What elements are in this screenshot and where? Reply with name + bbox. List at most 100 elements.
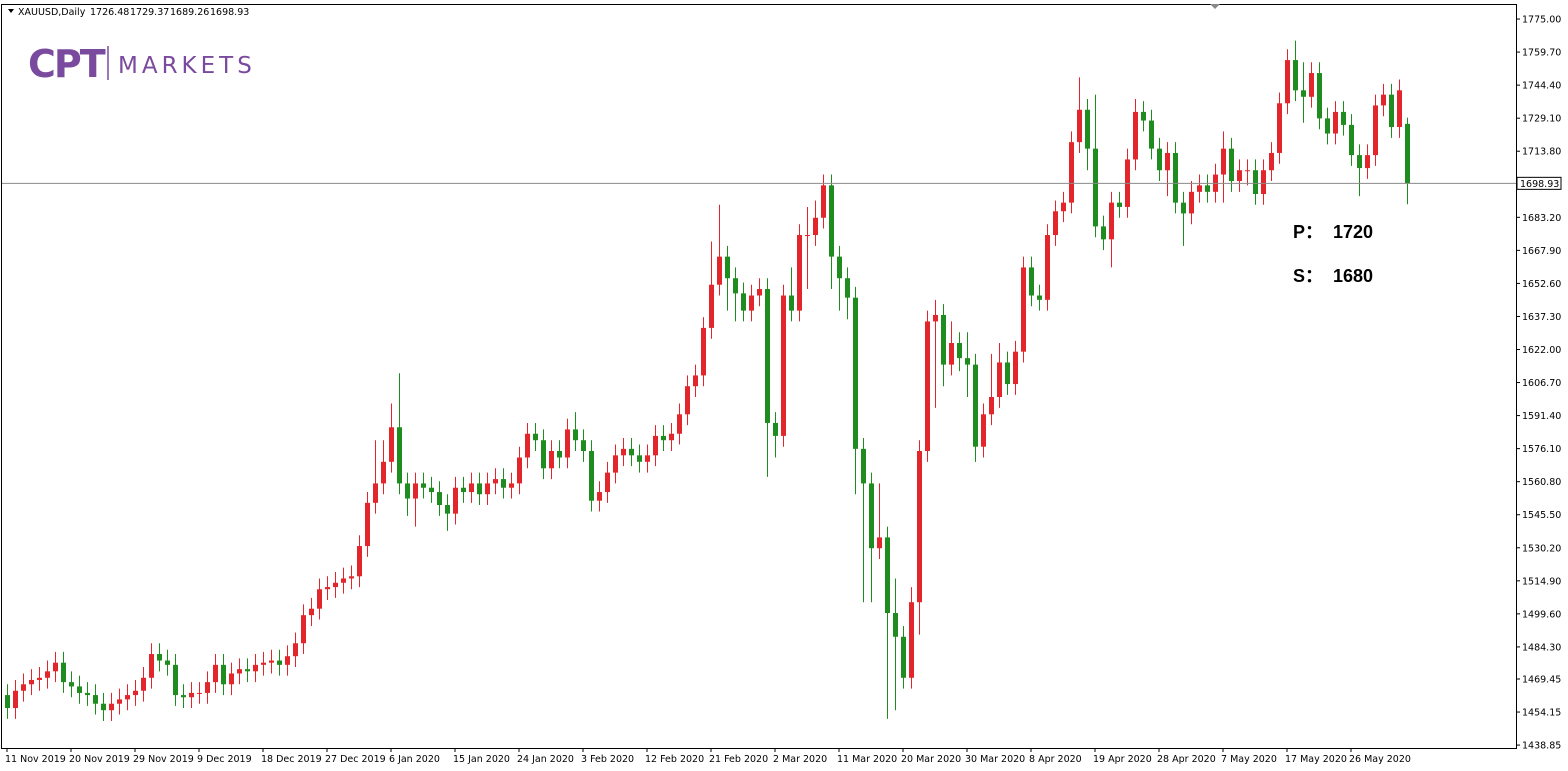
candle-body — [1381, 94, 1386, 106]
candle-body — [781, 295, 786, 436]
candle-body — [1317, 73, 1322, 119]
candle-body — [757, 289, 762, 296]
x-tick-label: 28 Apr 2020 — [1157, 754, 1216, 765]
x-tick-label: 9 Dec 2019 — [197, 754, 252, 765]
candle-body — [693, 375, 698, 387]
candle-body — [421, 483, 426, 488]
candle-body — [453, 487, 458, 514]
logo-brand: CPT — [28, 42, 106, 86]
y-tick-label: 1576.10 — [1522, 444, 1561, 455]
candle-body — [1077, 109, 1082, 143]
candle-body — [181, 695, 186, 698]
candle-body — [325, 587, 330, 590]
candle-body — [389, 427, 394, 462]
candle-body — [549, 451, 554, 469]
x-tick-label: 18 Dec 2019 — [261, 754, 322, 765]
candle-body — [1397, 90, 1402, 128]
candle-body — [925, 321, 930, 452]
candle-body — [1021, 267, 1026, 352]
candle-body — [205, 682, 210, 693]
candle-body — [861, 448, 866, 484]
candle-body — [805, 235, 810, 237]
price-label-box — [1516, 176, 1562, 190]
candle-body — [229, 673, 234, 685]
candle-body — [661, 435, 666, 441]
candle-body — [1301, 90, 1306, 97]
candle-body — [917, 451, 922, 603]
candle-body — [1341, 111, 1346, 125]
candle-body — [829, 185, 834, 257]
candle-body — [965, 358, 970, 365]
x-tick-label: 6 Jan 2020 — [389, 754, 440, 765]
candle-body — [197, 692, 202, 694]
candle-body — [645, 455, 650, 462]
candle-body — [1093, 148, 1098, 227]
candle-body — [597, 492, 602, 501]
y-tick-label: 1454.15 — [1522, 708, 1561, 719]
candle-body — [45, 671, 50, 678]
candle-body — [77, 686, 82, 693]
y-tick-label: 1591.40 — [1522, 411, 1561, 422]
candle-body — [1149, 120, 1154, 149]
x-tick-label: 3 Feb 2020 — [581, 754, 634, 765]
candle-body — [1197, 185, 1202, 192]
candle-body — [37, 677, 42, 680]
candle-body — [341, 578, 346, 583]
candle-body — [869, 483, 874, 549]
candle-body — [949, 343, 954, 365]
candle-body — [853, 297, 858, 449]
candle-body — [933, 314, 938, 322]
candle-body — [1061, 202, 1066, 212]
candle-body — [797, 235, 802, 311]
candle-body — [285, 656, 290, 665]
y-tick-label: 1713.80 — [1522, 147, 1561, 158]
candle-body — [413, 483, 418, 499]
header-value: 1729.37 — [130, 7, 169, 18]
y-tick-label: 1775.00 — [1522, 15, 1561, 26]
candle-body — [397, 427, 402, 484]
candle-body — [1277, 103, 1282, 153]
candle-body — [1357, 155, 1362, 169]
candle-body — [301, 615, 306, 644]
candle-body — [685, 386, 690, 415]
x-tick-label: 15 Jan 2020 — [453, 754, 510, 765]
candle-body — [1309, 73, 1314, 97]
candle-body — [565, 429, 570, 458]
candle-body — [1237, 170, 1242, 182]
candle-body — [525, 433, 530, 458]
candle-body — [61, 662, 66, 683]
candle-body — [1349, 124, 1354, 156]
candle-body — [957, 343, 962, 359]
candle-body — [221, 664, 226, 685]
candle-body — [69, 682, 74, 687]
plot-frame — [1, 4, 1517, 749]
shift-marker — [1210, 4, 1220, 9]
candle-body — [173, 664, 178, 696]
annotation-value: 1680 — [1333, 266, 1373, 286]
candle-body — [1221, 148, 1226, 175]
candle-body — [5, 695, 10, 709]
candle-body — [1085, 109, 1090, 149]
candle-body — [901, 636, 906, 678]
candle-body — [405, 483, 410, 499]
candle-body — [517, 457, 522, 484]
header-value: 1726.48 — [90, 7, 129, 18]
candle-body — [717, 256, 722, 285]
x-tick-label: 17 May 2020 — [1285, 754, 1347, 765]
candle-body — [1133, 111, 1138, 160]
candle-body — [1101, 226, 1106, 240]
candle-body — [237, 669, 242, 674]
candle-body — [189, 692, 194, 698]
y-tick-label: 1622.00 — [1522, 345, 1561, 356]
candle-body — [1045, 235, 1050, 300]
x-tick-label: 26 May 2020 — [1349, 754, 1411, 765]
candle-body — [1037, 295, 1042, 300]
candle-body — [637, 455, 642, 462]
candle-body — [509, 483, 514, 488]
x-tick-label: 12 Feb 2020 — [645, 754, 704, 765]
candle-body — [317, 589, 322, 609]
y-tick-label: 1560.80 — [1522, 477, 1561, 488]
candle-body — [501, 479, 506, 488]
candle-body — [1325, 118, 1330, 134]
candles — [5, 40, 1410, 722]
